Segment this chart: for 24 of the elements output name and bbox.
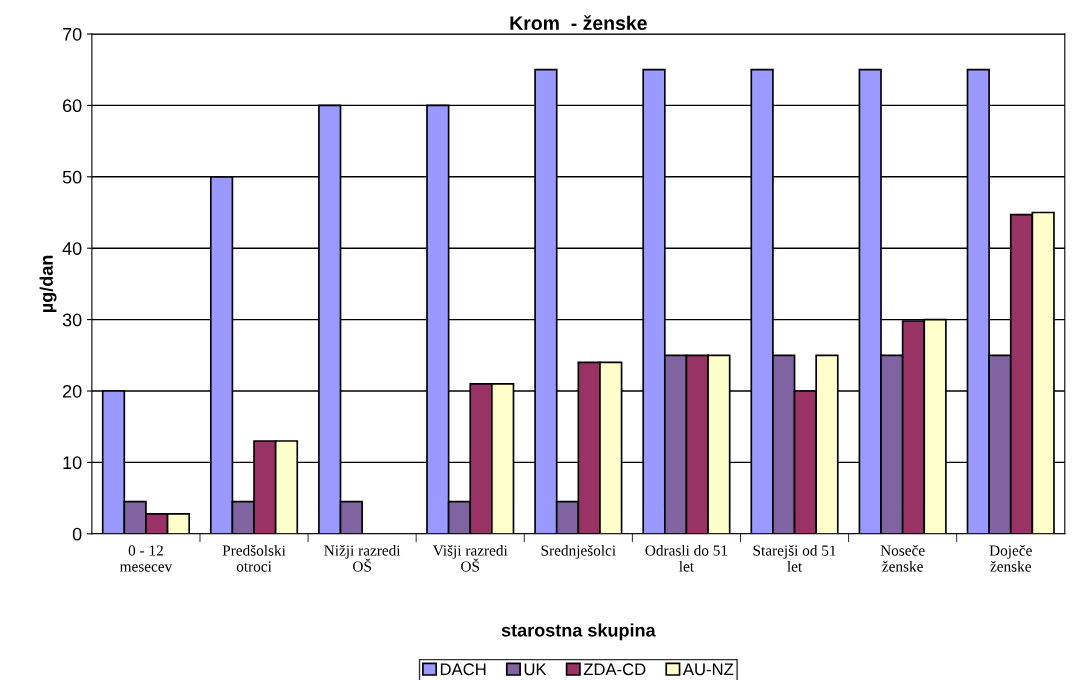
x-tick-label: Doječe ženske: [989, 544, 1032, 572]
legend-label: AU-NZ: [682, 663, 734, 676]
y-axis-title: µg/dan: [39, 255, 57, 312]
legend-label: ZDA-CD: [583, 663, 646, 676]
x-axis-title: starostna skupina: [501, 623, 656, 641]
x-tick-label: Srednješolci: [541, 544, 616, 559]
x-tick-label: Noseče ženske: [880, 544, 925, 572]
chart-title: Krom - ženske: [510, 15, 647, 31]
legend-label: DACH: [440, 663, 486, 676]
y-tick-label: 20: [62, 384, 82, 398]
y-tick-label: 70: [63, 27, 82, 41]
y-tick-label: 30: [62, 313, 82, 327]
x-tick-label: Odrasli do 51 let: [645, 544, 728, 572]
y-tick-label: 60: [63, 99, 82, 113]
x-tick-label: Nižji razredi OŠ: [324, 544, 401, 572]
y-tick-label: 50: [62, 170, 82, 184]
y-tick-label: 40: [62, 242, 82, 255]
x-tick-label: 0 - 12 mesecev: [119, 545, 173, 572]
y-tick-label: 10: [63, 456, 82, 470]
x-tick-label: Višji razredi OŠ: [432, 544, 508, 572]
legend-label: UK: [524, 663, 547, 676]
x-tick-label: Predšolski otroci: [222, 544, 286, 572]
y-tick-label: 0: [72, 527, 82, 541]
x-tick-label: Starejši od 51 let: [753, 544, 836, 572]
